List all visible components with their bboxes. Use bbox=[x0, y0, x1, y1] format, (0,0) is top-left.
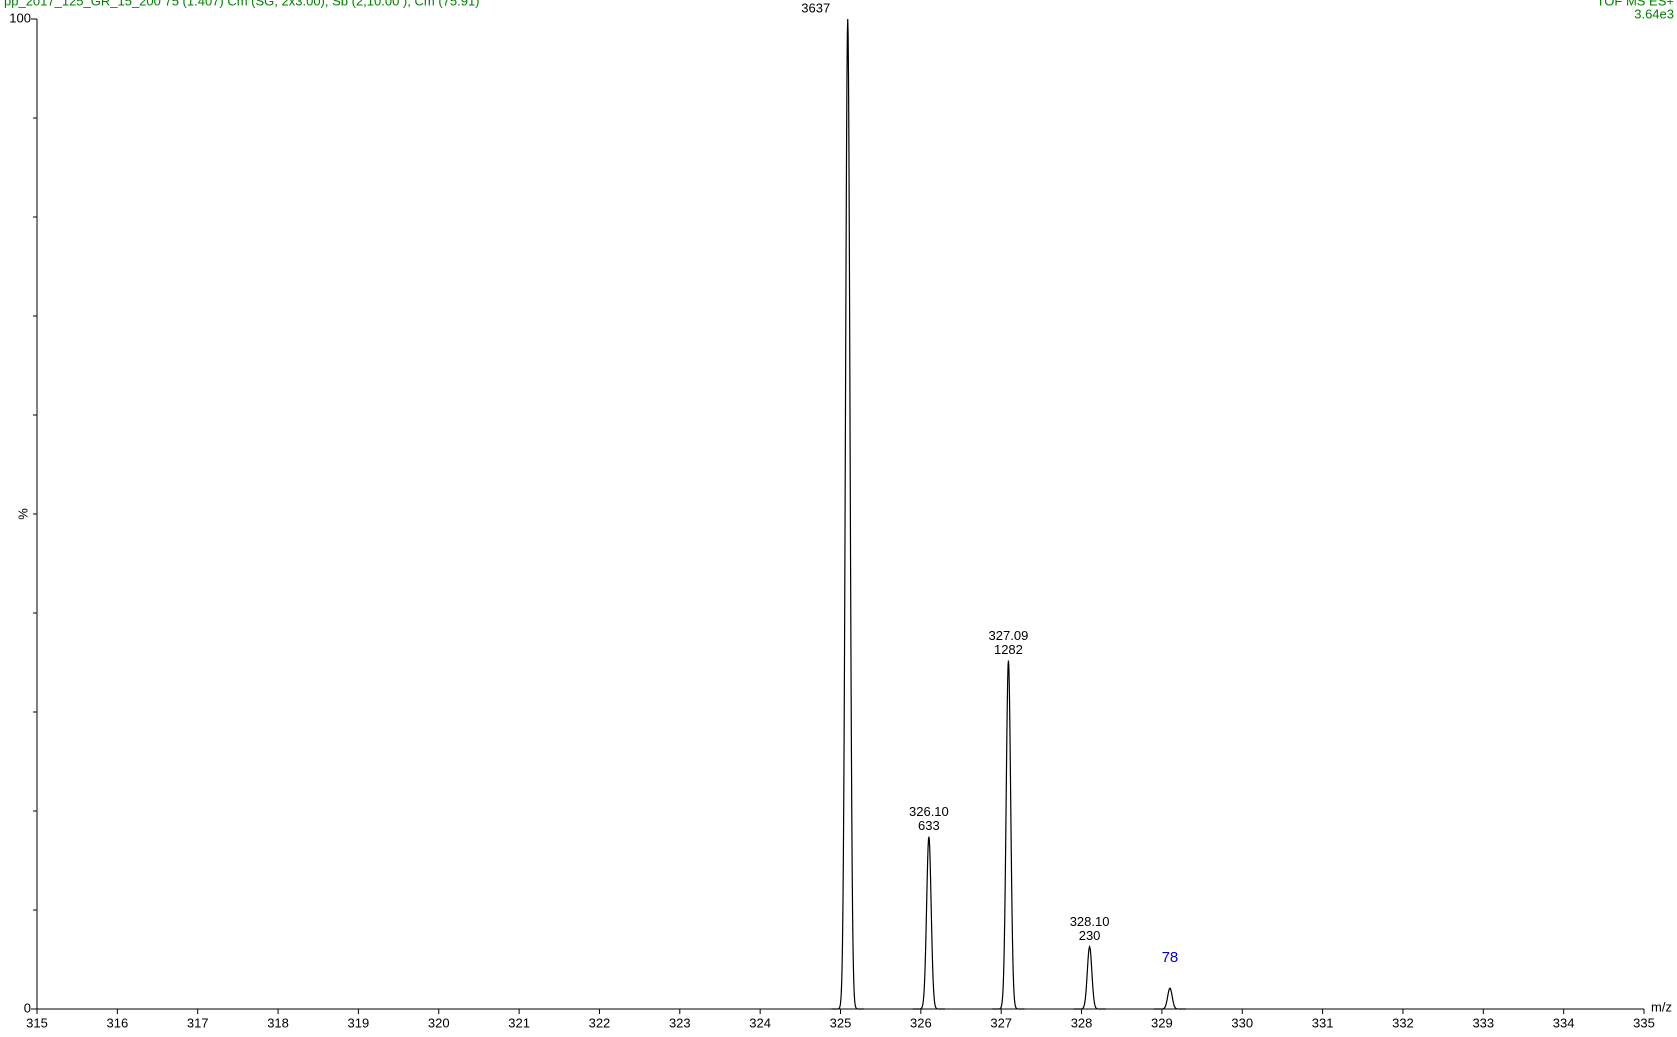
peak-intensity-label: 78 bbox=[1162, 949, 1179, 966]
peak-intensity-label: 1282 bbox=[994, 642, 1023, 657]
x-tick-label: 320 bbox=[428, 1015, 450, 1030]
x-tick-label: 318 bbox=[267, 1015, 289, 1030]
intensity-scale: 3.64e3 bbox=[1634, 6, 1674, 21]
x-axis-label: m/z bbox=[1651, 999, 1672, 1014]
peak-intensity-label: 3637 bbox=[801, 0, 830, 15]
x-tick-label: 334 bbox=[1553, 1015, 1575, 1030]
x-tick-label: 330 bbox=[1231, 1015, 1253, 1030]
x-tick-label: 324 bbox=[749, 1015, 771, 1030]
x-tick-label: 331 bbox=[1312, 1015, 1334, 1030]
x-tick-label: 321 bbox=[508, 1015, 530, 1030]
x-tick-label: 326 bbox=[910, 1015, 932, 1030]
y-axis-label: % bbox=[15, 508, 30, 520]
file-info: pp_2017_125_GR_15_200 75 (1.407) Cm (SG,… bbox=[4, 0, 480, 8]
peak-intensity-label: 633 bbox=[918, 818, 940, 833]
peak-mz-label: 326.10 bbox=[909, 804, 949, 819]
peak-mz-label: 327.09 bbox=[989, 628, 1029, 643]
x-tick-label: 315 bbox=[26, 1015, 48, 1030]
peak bbox=[992, 660, 1025, 1010]
peak-mz-label: 328.10 bbox=[1070, 914, 1110, 929]
peak-intensity-label: 230 bbox=[1079, 928, 1101, 943]
y-tick-label: 100 bbox=[9, 10, 31, 25]
ms-mode: TOF MS ES+ bbox=[1597, 0, 1674, 8]
x-tick-label: 335 bbox=[1633, 1015, 1655, 1030]
peak bbox=[831, 18, 864, 1010]
x-tick-label: 328 bbox=[1071, 1015, 1093, 1030]
x-tick-label: 327 bbox=[990, 1015, 1012, 1030]
x-tick-label: 316 bbox=[106, 1015, 128, 1030]
peak bbox=[1073, 945, 1106, 1010]
peak bbox=[1153, 987, 1187, 1010]
x-tick-label: 333 bbox=[1472, 1015, 1494, 1030]
x-tick-label: 322 bbox=[589, 1015, 611, 1030]
x-tick-label: 332 bbox=[1392, 1015, 1414, 1030]
x-tick-label: 319 bbox=[348, 1015, 370, 1030]
peak-mz-label: 325.09 bbox=[796, 0, 836, 1]
x-tick-label: 329 bbox=[1151, 1015, 1173, 1030]
y-tick-label: 0 bbox=[24, 1000, 31, 1015]
x-tick-label: 317 bbox=[187, 1015, 209, 1030]
x-tick-label: 325 bbox=[830, 1015, 852, 1030]
x-tick-label: 323 bbox=[669, 1015, 691, 1030]
peak bbox=[912, 836, 945, 1010]
